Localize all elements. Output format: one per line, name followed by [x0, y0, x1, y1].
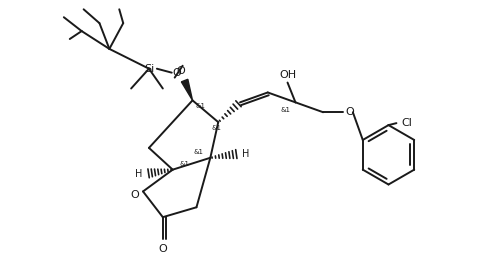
Text: O: O [172, 68, 181, 78]
Text: &1: &1 [195, 103, 205, 109]
Text: H: H [242, 149, 249, 159]
Text: &1: &1 [280, 107, 290, 113]
Text: O: O [131, 190, 139, 200]
Text: H: H [135, 169, 142, 179]
Text: O: O [176, 66, 184, 76]
Text: O: O [158, 244, 167, 254]
Polygon shape [181, 79, 192, 100]
Text: &1: &1 [193, 149, 203, 155]
Text: &1: &1 [211, 125, 221, 131]
Text: &1: &1 [179, 161, 189, 167]
Text: Cl: Cl [400, 118, 411, 128]
Text: Si: Si [144, 64, 154, 74]
Text: O: O [345, 107, 353, 117]
Text: OH: OH [278, 70, 296, 80]
